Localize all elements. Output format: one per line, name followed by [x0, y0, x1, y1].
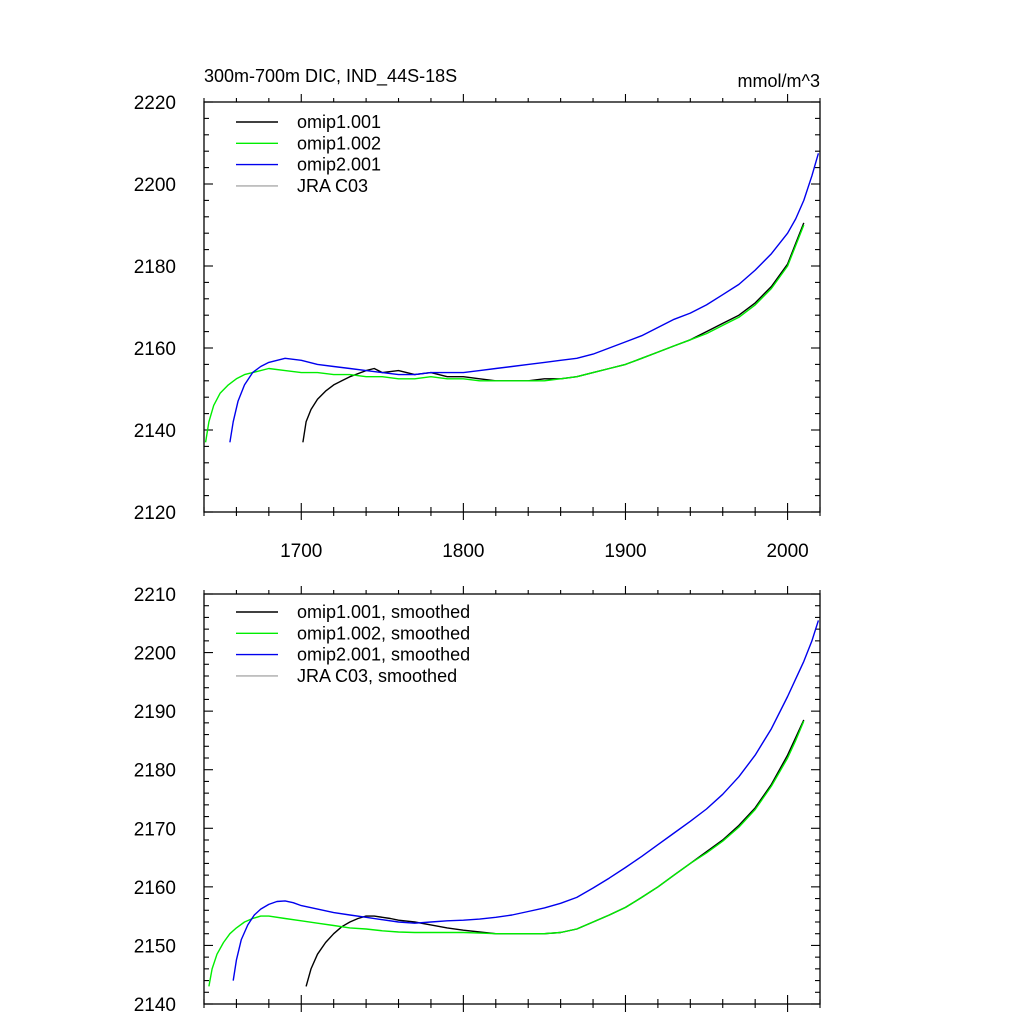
x-tick-label: 1800 — [442, 541, 484, 562]
x-tick-label: 1900 — [604, 541, 646, 562]
legend-label: omip1.001 — [297, 112, 381, 132]
y-tick-label: 2140 — [134, 995, 176, 1016]
legend-label: omip1.002, smoothed — [297, 623, 470, 643]
y-tick-label: 2120 — [134, 503, 176, 524]
y-tick-label: 2190 — [134, 702, 176, 723]
plot-frame — [203, 593, 821, 1005]
legend-label: JRA C03 — [297, 176, 368, 196]
plot-frame — [203, 101, 821, 513]
y-tick-label: 2220 — [134, 93, 176, 114]
y-tick-label: 2150 — [134, 936, 176, 957]
y-tick-label: 2160 — [134, 339, 176, 360]
legend-label: JRA C03, smoothed — [297, 666, 457, 686]
x-tick-label: 1700 — [280, 541, 322, 562]
chart-panel-2: 2140 2150 2160 2170 2180 2190 2200 2210 omip1.00… — [134, 585, 821, 1016]
legend-label: omip2.001, smoothed — [297, 645, 470, 665]
units-label: mmol/m^3 — [738, 71, 820, 91]
series-line-2 — [208, 720, 805, 987]
y-tick-label: 2200 — [134, 644, 176, 665]
legend-label: omip2.001 — [297, 155, 381, 175]
y-tick-label: 2180 — [134, 257, 176, 278]
chart-panel-1: 2120 2140 2160 2180 2200 2220 1700 1800 1900 2000… — [134, 66, 821, 562]
x-tick-label: 2000 — [766, 541, 808, 562]
series-line-1 — [305, 719, 805, 987]
chart-title: 300m-700m DIC, IND_44S-18S — [204, 66, 457, 87]
y-tick-label: 2140 — [134, 421, 176, 442]
series-line-1 — [302, 222, 805, 443]
y-tick-label: 2170 — [134, 819, 176, 840]
y-tick-label: 2180 — [134, 761, 176, 782]
legend-label: omip1.001, smoothed — [297, 602, 470, 622]
y-tick-label: 2160 — [134, 878, 176, 899]
y-tick-label: 2210 — [134, 585, 176, 606]
series-line-2 — [204, 224, 805, 443]
series-line-3 — [232, 620, 820, 981]
series-line-3 — [229, 153, 820, 443]
y-tick-label: 2200 — [134, 175, 176, 196]
legend-label: omip1.002 — [297, 133, 381, 153]
